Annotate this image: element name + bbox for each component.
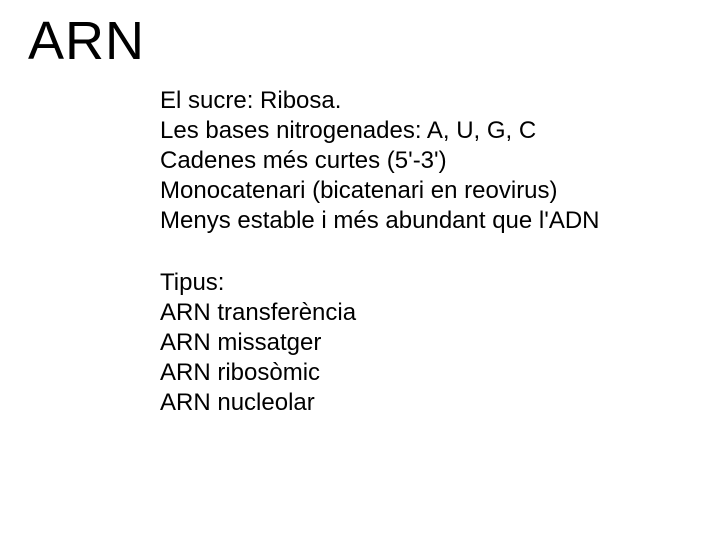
body-block-2: Tipus: ARN transferència ARN missatger A… [160, 268, 356, 418]
body-line: Monocatenari (bicatenari en reovirus) [160, 176, 600, 206]
body-line: ARN nucleolar [160, 388, 356, 418]
body-line: El sucre: Ribosa. [160, 86, 600, 116]
body-block-1: El sucre: Ribosa. Les bases nitrogenades… [160, 86, 600, 236]
body-line: ARN missatger [160, 328, 356, 358]
body-line: Tipus: [160, 268, 356, 298]
slide-title: ARN [28, 10, 145, 72]
body-line: ARN transferència [160, 298, 356, 328]
body-line: Les bases nitrogenades: A, U, G, C [160, 116, 600, 146]
body-line: Menys estable i més abundant que l'ADN [160, 206, 600, 236]
slide: ARN El sucre: Ribosa. Les bases nitrogen… [0, 0, 720, 540]
body-line: Cadenes més curtes (5'-3') [160, 146, 600, 176]
body-line: ARN ribosòmic [160, 358, 356, 388]
